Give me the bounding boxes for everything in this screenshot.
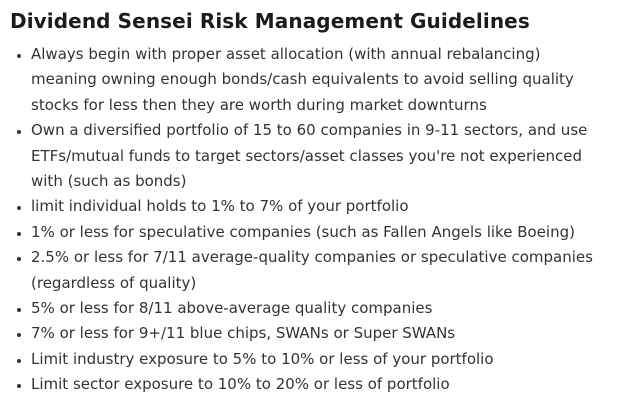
guideline-line: stocks for less then they are worth duri… bbox=[31, 95, 487, 114]
guideline-line: (regardless of quality) bbox=[31, 273, 197, 292]
guideline-item-blue-chip-limit: 7% or less for 9+/11 blue chips, SWANs o… bbox=[31, 321, 630, 346]
guideline-item-diversified-portfolio: Own a diversified portfolio of 15 to 60 … bbox=[31, 118, 630, 194]
guideline-line: 5% or less for 8/11 above-average qualit… bbox=[31, 299, 433, 318]
guideline-line: Limit sector exposure to 10% to 20% or l… bbox=[31, 375, 450, 394]
guideline-item-above-average-limit: 5% or less for 8/11 above-average qualit… bbox=[31, 296, 630, 321]
guideline-item-asset-allocation: Always begin with proper asset allocatio… bbox=[31, 42, 630, 118]
guideline-item-speculative-limit: 1% or less for speculative companies (su… bbox=[31, 220, 630, 245]
guideline-line: ETFs/mutual funds to target sectors/asse… bbox=[31, 146, 583, 165]
guideline-line: Limit industry exposure to 5% to 10% or … bbox=[31, 349, 494, 368]
guidelines-list: Always begin with proper asset allocatio… bbox=[10, 42, 630, 398]
guideline-item-average-quality-limit: 2.5% or less for 7/11 average-quality co… bbox=[31, 245, 630, 296]
guideline-line: 1% or less for speculative companies (su… bbox=[31, 222, 575, 241]
guideline-line: Always begin with proper asset allocatio… bbox=[31, 45, 541, 63]
guideline-item-individual-holds: limit individual holds to 1% to 7% of yo… bbox=[31, 194, 630, 219]
guideline-line: 2.5% or less for 7/11 average-quality co… bbox=[31, 248, 593, 267]
guideline-line: Own a diversified portfolio of 15 to 60 … bbox=[31, 121, 588, 140]
guideline-line: meaning owning enough bonds/cash equival… bbox=[31, 70, 574, 89]
guideline-item-industry-exposure: Limit industry exposure to 5% to 10% or … bbox=[31, 347, 630, 372]
guideline-item-sector-exposure: Limit sector exposure to 10% to 20% or l… bbox=[31, 372, 630, 397]
guideline-line: limit individual holds to 1% to 7% of yo… bbox=[31, 197, 409, 216]
guideline-line: 7% or less for 9+/11 blue chips, SWANs o… bbox=[31, 324, 456, 343]
guideline-line: with (such as bonds) bbox=[31, 172, 187, 191]
page-title: Dividend Sensei Risk Management Guidelin… bbox=[10, 9, 530, 33]
